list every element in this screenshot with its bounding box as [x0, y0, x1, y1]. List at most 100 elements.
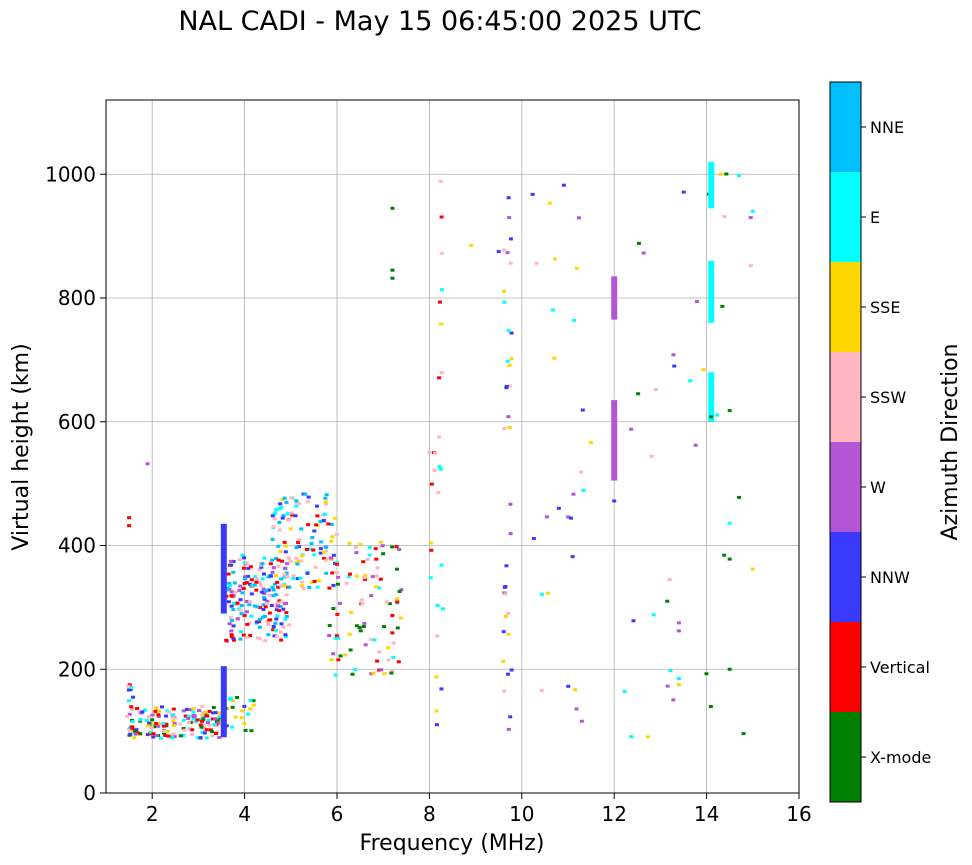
echo-point	[676, 629, 681, 633]
echo-point	[275, 604, 280, 608]
echo-point	[231, 559, 236, 563]
echo-point	[260, 590, 265, 594]
echo-point	[247, 621, 252, 625]
echo-point	[249, 614, 254, 618]
echo-point	[149, 725, 154, 729]
echo-point	[147, 721, 152, 725]
echo-point	[149, 722, 154, 726]
echo-point	[130, 726, 135, 730]
echo-point	[280, 559, 285, 563]
echo-point	[363, 643, 368, 647]
echo-point	[150, 713, 155, 717]
echo-column	[611, 276, 618, 320]
echo-point	[277, 599, 282, 603]
echo-point	[718, 172, 723, 176]
echo-point	[727, 521, 732, 525]
echo-point	[506, 672, 511, 676]
echo-point	[390, 206, 395, 210]
echo-point	[280, 516, 285, 520]
echo-point	[566, 684, 571, 688]
echo-point	[704, 672, 709, 676]
echo-point	[438, 179, 443, 183]
echo-point	[327, 586, 332, 590]
colorbar-tick-label: X-mode	[870, 748, 931, 767]
echo-point	[262, 591, 267, 595]
echo-point	[427, 450, 432, 454]
echo-point	[281, 625, 286, 629]
echo-point	[286, 518, 291, 522]
echo-point	[242, 556, 247, 560]
echo-point	[186, 714, 191, 718]
echo-point	[294, 546, 299, 550]
echo-point	[258, 618, 263, 622]
echo-point	[353, 546, 358, 550]
echo-point	[501, 630, 506, 634]
echo-point	[238, 630, 243, 634]
echo-point	[235, 617, 240, 621]
echo-point	[249, 578, 254, 582]
echo-point	[181, 726, 186, 730]
echo-point	[271, 588, 276, 592]
echo-point	[276, 585, 281, 589]
echo-point	[299, 584, 304, 588]
echo-point	[244, 599, 249, 603]
echo-point	[238, 608, 243, 612]
echo-point	[350, 672, 355, 676]
echo-point	[299, 559, 304, 563]
echo-point	[154, 706, 159, 710]
echo-point	[645, 735, 650, 739]
echo-point	[636, 392, 641, 396]
echo-point	[375, 659, 380, 663]
echo-point	[354, 624, 359, 628]
echo-point	[299, 527, 304, 531]
echo-point	[296, 545, 301, 549]
echo-point	[217, 716, 222, 720]
echo-point	[271, 594, 276, 598]
echo-point	[228, 583, 233, 587]
echo-point	[552, 257, 557, 261]
echo-point	[693, 443, 698, 447]
echo-point	[435, 634, 440, 638]
echo-point	[573, 688, 578, 692]
echo-point	[318, 520, 323, 524]
echo-point	[566, 515, 571, 519]
echo-point	[291, 576, 296, 580]
echo-point	[507, 425, 512, 429]
echo-point	[283, 544, 288, 548]
colorbar-tick-label: SSW	[870, 388, 906, 407]
echo-point	[282, 572, 287, 576]
echo-point	[309, 580, 314, 584]
echo-point	[232, 581, 237, 585]
echo-point	[361, 576, 366, 580]
echo-point	[255, 577, 260, 581]
echo-point	[250, 584, 255, 588]
echo-point	[322, 512, 327, 516]
echo-point	[246, 574, 251, 578]
echo-point	[153, 709, 158, 713]
echo-point	[129, 705, 134, 709]
echo-point	[198, 736, 203, 740]
echo-point	[207, 723, 212, 727]
echo-point	[304, 547, 309, 551]
echo-point	[327, 623, 332, 627]
echo-point	[505, 359, 510, 363]
echo-point	[379, 668, 384, 672]
echo-point	[439, 687, 444, 691]
echo-point	[346, 575, 351, 579]
echo-point	[228, 616, 233, 620]
echo-point	[748, 216, 753, 220]
echo-point	[375, 566, 380, 570]
echo-point	[361, 560, 366, 564]
echo-point	[570, 555, 575, 559]
echo-point	[283, 635, 288, 639]
echo-point	[276, 564, 281, 568]
echo-point	[395, 600, 400, 604]
echo-point	[508, 532, 513, 536]
x-tick-label: 14	[694, 802, 719, 826]
echo-point	[360, 602, 365, 606]
echo-point	[163, 733, 168, 737]
echo-point	[653, 388, 658, 392]
echo-point	[247, 582, 252, 586]
echo-point	[270, 570, 275, 574]
echo-point	[202, 727, 207, 731]
